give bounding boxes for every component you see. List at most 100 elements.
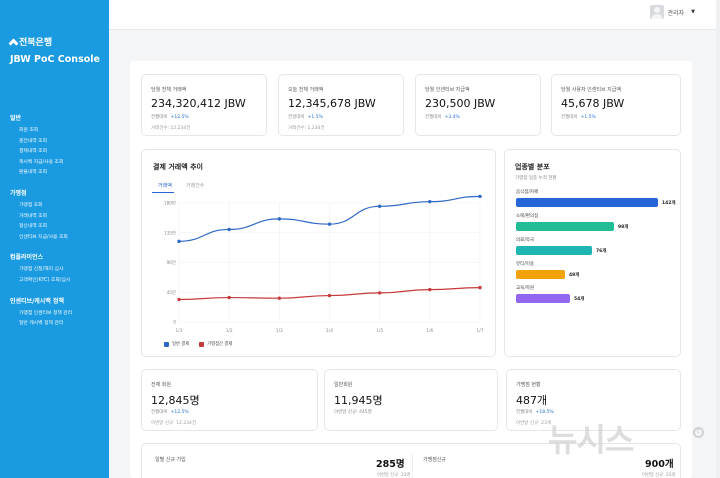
data-point [277,217,282,221]
member-card-merchant: 가맹점 현황 487개 전월대비 +18.5% 이번달 신규: 23개 [506,369,681,431]
x-tick-label: 1/5 [376,328,383,334]
y-tick-label: 90만 [167,259,176,266]
legend-swatch [199,341,205,347]
industry-label: 소매/편의점 [516,214,539,219]
industry-bar[interactable] [516,294,570,303]
industry-label: 교육/학원 [516,286,535,291]
top-bar: 관리자 ▼ [109,0,720,30]
data-point [177,239,181,244]
kpi-label: 일반회원 [334,382,353,388]
menu-section-merchant: 가맹점 [10,189,27,197]
data-point [428,199,432,204]
industry-card: 업종별 분포 가맹점 업종 누적 현황 음식점/카페 142개 소매/편의점 98개 의… [504,149,681,357]
legend-swatch [164,341,169,347]
kpi-sub: 거래건수: 1,234건 [288,126,325,131]
industry-subtitle: 가맹점 업종 누적 현황 [515,176,557,181]
industry-title: 업종별 분포 [515,163,550,171]
data-point [327,222,332,226]
kpi-card-monthly-volume: 당월 전체 거래액 234,320,412 JBW 전월대비 +12.5% 거래건… [141,74,267,136]
logo-mark-icon [8,38,19,48]
menu-item-settlement-history[interactable]: 정산내역 조회 [19,224,48,230]
legend-item-general[interactable]: 일반 결제 [164,341,189,347]
active-tab-indicator [152,192,174,193]
industry-bar[interactable] [516,246,592,255]
menu-item-kyc-review[interactable]: 고객확인(KYC) 조회/심사 [19,277,71,283]
legend-item-merchant[interactable]: 가맹점간 결제 [199,341,232,347]
member-card-general: 일반회원 11,945명 이번달 신규: 445명 [324,369,498,431]
page-scrollbar[interactable] [716,0,720,478]
menu-item-payment-history[interactable]: 결제내역 조회 [19,149,48,155]
x-tick-label: 1/4 [326,328,333,334]
y-tick-label: 0 [173,320,176,326]
industry-bar[interactable] [516,198,658,207]
kpi-card-today-volume: 오늘 전체 거래액 12,345,678 JBW 전일대비 +1.5% 거래건수:… [278,74,404,136]
user-name[interactable]: 관리자 [667,9,685,17]
chart-legend: 일반 결제 가맹점간 결제 [164,341,232,347]
kpi-change: 전월대비 +12.5% [151,115,189,120]
menu-item-merchant-incentive-policy[interactable]: 가맹점 인센티브 정책 관리 [19,310,73,316]
menu-item-merchant-review[interactable]: 가맹점 신청/해지 심사 [19,267,64,273]
menu-item-incentive-history[interactable]: 인센티브 지급/사용 조회 [19,234,68,240]
y-tick-label: 135만 [164,229,176,236]
watermark-text: 뉴시스 [548,421,634,459]
menu-item-transaction-history[interactable]: 거래내역 조회 [19,213,48,219]
data-point [277,296,282,300]
chevron-down-icon[interactable]: ▼ [691,9,695,15]
daily-signup-label: 일별 신규 가입 [155,457,186,463]
bottom-summary-card: 일별 신규 가입 285명 이번달 신규: 23명 가맹점신규 900개 이번달… [141,443,681,478]
kpi-label: 전체 회원 [151,382,171,388]
x-tick-label: 1/2 [226,328,233,334]
menu-item-member-search[interactable]: 회원 조회 [19,128,39,133]
member-card-total: 전체 회원 12,845명 전월대비 +12.5% 이번달 신규: 12,234건 [141,369,318,431]
kpi-value: 45,678 JBW [561,97,625,110]
industry-bar[interactable] [516,270,565,279]
kpi-card-monthly-incentive: 당월 인센티브 지급액 230,500 JBW 전월대비 +3.4% [415,74,541,136]
kpi-change: 전월대비 +12.5% [151,410,189,415]
menu-item-refund-history[interactable]: 환불내역 조회 [19,170,48,176]
daily-signup-sub: 이번달 신규: 23명 [377,473,411,478]
trend-chart-card: 결제 거래액 추이 거래액 거래건수 0 45만 90만 135만 180만 1/1 1/2… [141,149,496,357]
kpi-value: 230,500 JBW [425,97,496,110]
menu-section-policy: 인센티브/캐시백 정책 [10,297,64,305]
kpi-label: 당월 전체 거래액 [151,87,187,93]
kpi-label: 가맹점 현황 [516,382,541,388]
tab-count[interactable]: 거래건수 [186,183,205,189]
menu-section-compliance: 컴플라이언스 [10,254,44,262]
bank-logo[interactable]: 전북은행 [8,35,53,48]
kpi-change: 전월대비 +18.5% [516,410,554,415]
sidebar-menu: 일반 회원 조회 충전내역 조회 결제내역 조회 캐시백 지급/사용 조회 환불… [10,113,106,330]
industry-value: 98개 [618,225,629,230]
industry-label: 음식점/카페 [516,190,539,195]
kpi-value: 12,845명 [151,394,200,407]
data-point [478,194,482,199]
kpi-card-user-incentive: 당월 사용자 인센티브 지급액 45,678 JBW 전월대비 +1.5% [551,74,681,136]
industry-value: 49개 [569,273,580,278]
data-point [227,227,231,232]
kpi-label: 오늘 전체 거래액 [288,87,324,93]
data-point [478,285,482,290]
kpi-sub: 이번달 신규: 12,234건 [151,421,196,426]
trend-chart-title: 결제 거래액 추이 [153,163,203,171]
merchant-signup-sub: 이번달 신규: 23개 [642,473,676,478]
menu-item-charge-history[interactable]: 충전내역 조회 [19,138,48,144]
user-menu[interactable]: 관리자 ▼ [649,5,695,19]
daily-signup-value: 285명 [376,459,405,470]
x-tick-label: 1/1 [176,328,183,334]
kpi-label: 당월 사용자 인센티브 지급액 [561,87,621,93]
avatar[interactable] [649,5,664,19]
x-tick-label: 1/7 [477,328,484,334]
kpi-change: 전월대비 +1.5% [561,115,596,120]
tab-amount[interactable]: 거래액 [158,183,172,189]
data-point [377,204,382,209]
x-tick-label: 1/3 [276,328,283,334]
menu-item-cashback-history[interactable]: 캐시백 지급/사용 조회 [19,159,64,165]
trend-chart: 0 45만 90만 135만 180만 1/1 1/2 1/3 1/4 1/5 1/6 1/7 [164,194,484,334]
kpi-change: 전일대비 +1.5% [288,115,323,120]
menu-item-merchant-search[interactable]: 가맹점 조회 [19,202,43,208]
data-point [227,295,231,300]
copyright-icon: C [693,427,704,438]
industry-bar[interactable] [516,222,614,231]
bank-name: 전북은행 [19,38,53,48]
industry-label: 의료/약국 [516,238,535,243]
menu-item-cashback-policy[interactable]: 일반 캐시백 정책 관리 [19,321,64,327]
